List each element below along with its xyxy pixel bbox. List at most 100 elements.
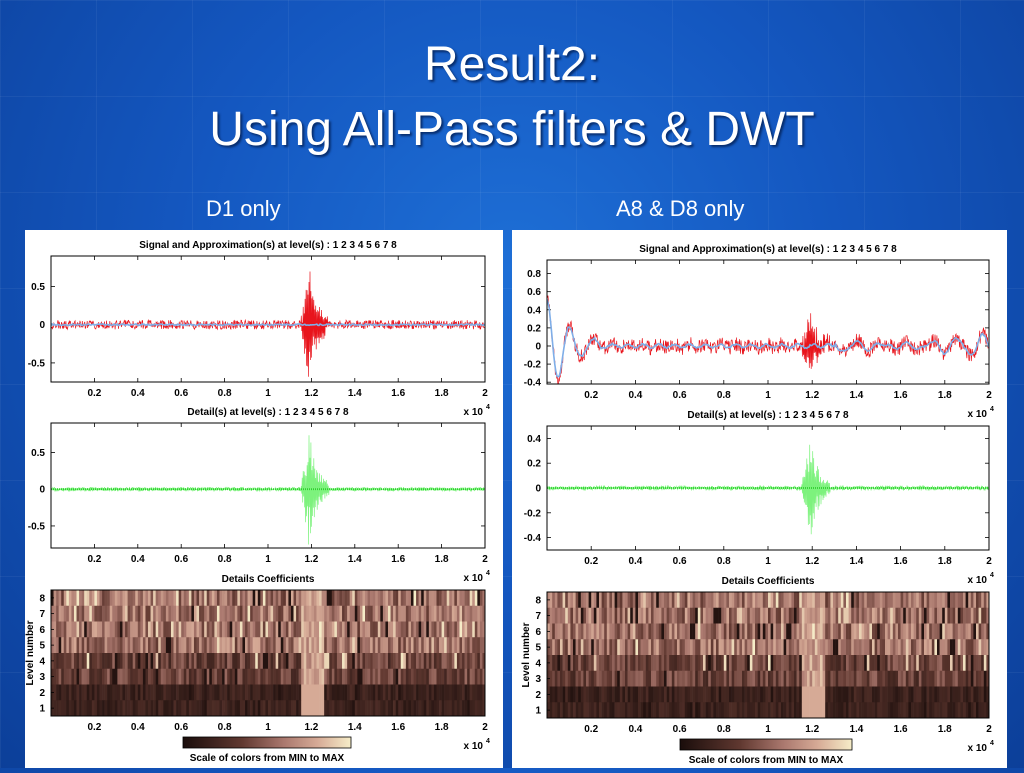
heatmap-cell [262,605,266,622]
heatmap-cell [472,668,476,685]
heatmap-cell [395,668,399,685]
heatmap-cell [791,623,795,640]
heatmap-cell [770,623,774,640]
x-tick-label: 0.2 [584,390,598,401]
heatmap-cell [311,605,315,622]
heatmap-cell [336,684,340,701]
x-multiplier-exponent: 4 [486,570,490,577]
heatmap-cell [319,605,322,622]
heatmap-cell [869,639,873,656]
heatmap-cell [130,684,133,701]
heatmap-cell [234,605,238,622]
heatmap-cell [669,686,673,703]
heatmap-cell [773,592,777,609]
heatmap-cell [843,670,847,687]
heatmap-cell [464,590,468,607]
heatmap-cell [416,700,419,717]
heatmap-cell [887,592,891,609]
heatmap-cell [869,592,873,609]
heatmap-cell [319,590,322,607]
heatmap-cell [255,684,259,701]
heatmap-cell [978,592,982,609]
heatmap-cell [900,607,904,624]
heatmap-cell [565,607,569,624]
heatmap-cell [142,700,146,717]
heatmap-cell [462,637,465,654]
heatmap-cell [186,684,190,701]
heatmap-cell [163,605,167,622]
heatmap-cell [947,702,951,719]
heatmap-cell [140,684,144,701]
heatmap-cell [900,702,904,719]
heatmap-cell [570,686,574,703]
heatmap-cell [104,668,108,685]
heatmap-cell [752,655,756,672]
heatmap-cell [370,637,373,654]
heatmap-cell [181,668,185,685]
heatmap-cell [451,621,455,638]
heatmap-cell [165,653,169,670]
heatmap-cell [137,668,141,685]
heatmap-cell [173,653,177,670]
x-tick-label: 1.4 [348,722,362,733]
heatmap-cell [812,623,816,640]
heatmap-cell [234,668,238,685]
heatmap-cell [820,623,823,640]
heatmap-cell [204,684,208,701]
heatmap-cell [242,605,246,622]
heatmap-cell [853,592,857,609]
heatmap-cell [983,592,987,609]
heatmap-cell [209,653,213,670]
heatmap-cell [260,653,264,670]
heatmap-cell [955,670,959,687]
heatmap-cell [142,684,146,701]
heatmap-cell [257,653,261,670]
heatmap-cell [423,653,427,670]
heatmap-cell [755,686,758,703]
heatmap-cell [331,605,335,622]
heatmap-cell [372,590,376,607]
heatmap-cell [109,590,113,607]
heatmap-cell [431,590,435,607]
heatmap-cell [729,623,732,640]
heatmap-cell [671,623,675,640]
heatmap-cell [874,702,878,719]
heatmap-cell [398,684,402,701]
heatmap-cell [109,621,113,638]
heatmap-cell [835,607,839,624]
heatmap-cell [186,668,190,685]
heatmap-cell [214,590,218,607]
heatmap-cell [627,623,631,640]
heatmap-cell [749,702,753,719]
heatmap-cell [716,702,719,719]
heatmap-cell [206,668,210,685]
heatmap-cell [188,700,192,717]
heatmap-cell [807,670,810,687]
heatmap-cell [822,686,826,703]
right-figure: Signal and Approximation(s) at level(s) … [521,244,994,766]
heatmap-cell [614,639,618,656]
heatmap-cell [135,621,139,638]
heatmap-cell [132,684,136,701]
heatmap-cell [201,637,205,654]
heatmap-cell [755,655,758,672]
heatmap-cell [413,653,417,670]
heatmap-cell [900,639,904,656]
heatmap-cell [718,623,722,640]
heatmap-cell [781,623,784,640]
heatmap-cell [648,607,652,624]
heatmap-cell [885,686,888,703]
heatmap-cell [549,592,553,609]
heatmap-cell [567,655,571,672]
heatmap-cell [193,700,197,717]
heatmap-cell [799,670,803,687]
heatmap-cell [336,605,340,622]
heatmap-cell [135,637,139,654]
heatmap-cell [199,700,202,717]
heatmap-cell [643,592,647,609]
heatmap-cell [840,686,844,703]
heatmap-cell [853,655,857,672]
heatmap-cell [687,655,691,672]
heatmap-cell [165,700,169,717]
heatmap-cell [666,639,670,656]
